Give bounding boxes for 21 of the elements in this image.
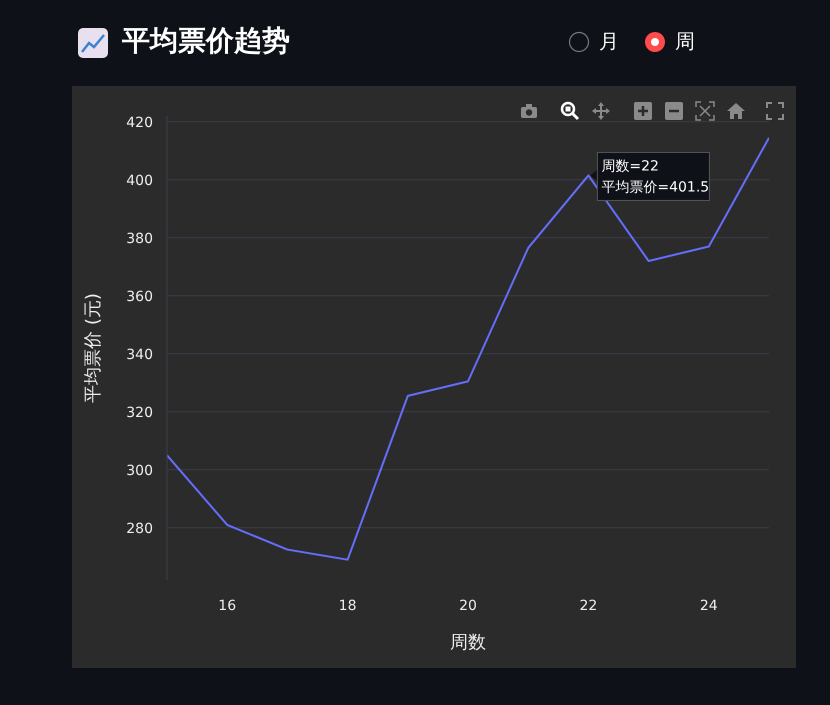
y-axis-title: 平均票价 (元) — [82, 293, 104, 403]
x-axis-title: 周数 — [450, 632, 486, 653]
text: 周 — [675, 28, 695, 55]
x-tick-label: 24 — [700, 598, 718, 614]
x-tick-label: 18 — [338, 598, 357, 614]
y-tick-label: 360 — [126, 288, 153, 305]
y-tick-label: 340 — [126, 346, 153, 363]
y-tick-label: 380 — [126, 230, 153, 247]
hover-tooltip: 周数=22 平均票价=401.5 — [590, 152, 710, 201]
x-tick-label: 20 — [459, 598, 477, 614]
y-tick-label: 280 — [126, 520, 153, 537]
y-tick-label: 320 — [126, 404, 153, 421]
y-tick-label: 420 — [126, 114, 153, 131]
y-tick-label: 400 — [126, 172, 153, 189]
x-tick-label: 22 — [579, 598, 598, 614]
x-tick-label: 16 — [218, 598, 236, 614]
text: 月 — [599, 28, 619, 55]
chart-title: 平均票价趋势 — [122, 23, 290, 59]
annotation: 周数=22 平均票价=401.5 — [601, 158, 710, 196]
line-series — [167, 136, 769, 561]
y-tick-label: 300 — [126, 462, 153, 479]
